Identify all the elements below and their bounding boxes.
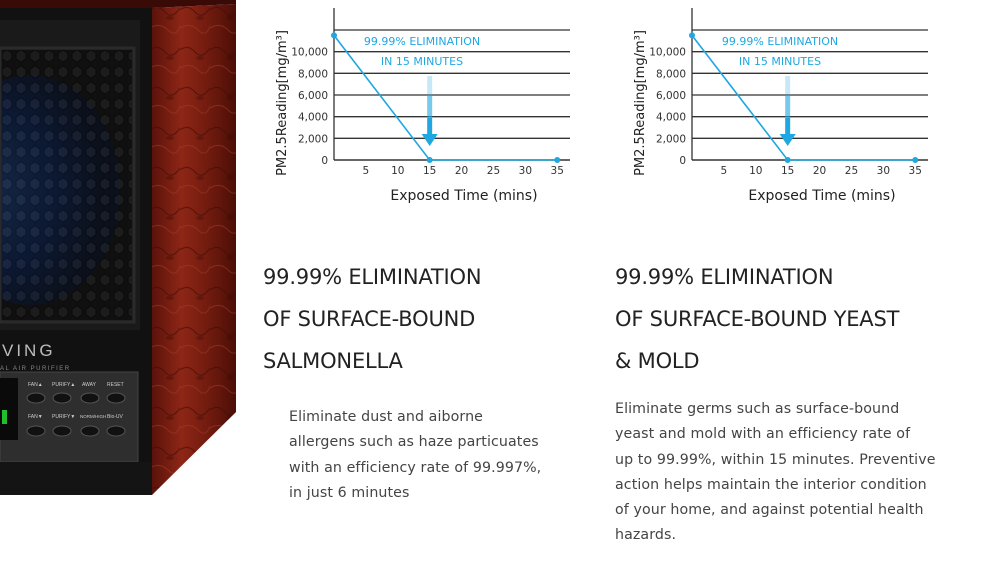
panel-button (52, 392, 72, 404)
annotation-arrow (421, 76, 438, 146)
panel-label-fan-up: FAN▲ (28, 382, 43, 388)
y-tick-label: 2,000 (298, 133, 328, 145)
x-tick-label: 20 (455, 165, 468, 177)
panel-label-bio-uv: Bio-UV (107, 414, 124, 420)
desc-line: action helps maintain the interior condi… (615, 476, 927, 493)
feature-heading-yeast-mold: 99.99% ELIMINATION OF SURFACE-BOUND YEAS… (615, 256, 899, 382)
annotation-text-line2: IN 15 MINUTES (739, 55, 821, 68)
heading-line: SALMONELLA (263, 349, 403, 373)
x-tick-label: 5 (721, 165, 728, 177)
x-axis-label: Exposed Time (mins) (390, 188, 537, 204)
annotation-text-line1: 99.99% ELIMINATION (722, 35, 838, 48)
x-tick-label: 15 (423, 165, 436, 177)
desc-line: in just 6 minutes (289, 484, 410, 501)
panel-button (106, 425, 126, 437)
y-tick-label: 4,000 (298, 112, 328, 124)
feature-description-yeast-mold: Eliminate germs such as surface-bound ye… (615, 397, 936, 549)
annotation-text-line2: IN 15 MINUTES (381, 55, 463, 68)
y-tick-label: 8,000 (656, 68, 686, 80)
feature-description-salmonella: Eliminate dust and aiborne allergens suc… (289, 405, 541, 506)
y-tick-label: 4,000 (656, 112, 686, 124)
x-tick-label: 5 (363, 165, 370, 177)
desc-line: up to 99.99%, within 15 minutes. Prevent… (615, 451, 936, 468)
panel-label-fan-down: FAN▼ (28, 414, 43, 420)
y-tick-label: 2,000 (656, 133, 686, 145)
annotation-text-line1: 99.99% ELIMINATION (364, 35, 480, 48)
panel-button (26, 392, 46, 404)
annotation-arrow (779, 76, 796, 146)
pm25-chart-salmonella: 10,000 8,000 6,000 4,000 2,000 0 5 10 15 20 25 30 35… (262, 0, 592, 215)
desc-line: yeast and mold with an efficiency rate o… (615, 426, 911, 443)
air-purifier-image: VING AL AIR PURIFIER FAN▲ PURIFY▲ AWAY R… (0, 0, 240, 500)
desc-line: allergens such as haze particuates (289, 434, 539, 451)
y-axis-label: PM2.5Reading[mg/m³] (633, 30, 648, 176)
data-point (689, 32, 695, 39)
air-purifier-illustration: VING AL AIR PURIFIER FAN▲ PURIFY▲ AWAY R… (0, 0, 236, 495)
x-axis-label: Exposed Time (mins) (748, 188, 895, 204)
y-tick-label: 6,000 (656, 90, 686, 102)
desc-line: with an efficiency rate of 99.997%, (289, 459, 542, 476)
x-tick-label: 25 (487, 165, 500, 177)
heading-line: OF SURFACE-BOUND (263, 307, 476, 331)
y-tick-label: 8,000 (298, 68, 328, 80)
y-tick-label: 0 (321, 155, 328, 167)
x-tick-label: 30 (877, 165, 890, 177)
data-point (784, 157, 791, 163)
feature-heading-salmonella: 99.99% ELIMINATION OF SURFACE-BOUND SALM… (263, 256, 482, 382)
data-point (426, 157, 433, 163)
x-tick-label: 30 (519, 165, 532, 177)
x-tick-label: 20 (813, 165, 826, 177)
heading-line: OF SURFACE-BOUND YEAST (615, 307, 900, 331)
desc-line: Eliminate germs such as surface-bound (615, 401, 900, 417)
data-point (912, 157, 919, 163)
heading-line: & MOLD (615, 349, 700, 373)
x-tick-label: 35 (909, 165, 922, 177)
panel-button (80, 425, 100, 437)
brand-logo-text: VING (2, 341, 56, 360)
heading-line: 99.99% ELIMINATION (615, 265, 834, 289)
desc-line: Eliminate dust and aiborne (289, 409, 483, 425)
x-tick-label: 25 (845, 165, 858, 177)
y-tick-label: 0 (679, 155, 686, 167)
desc-line: of your home, and against potential heal… (615, 502, 924, 519)
panel-label-reset: RESET (107, 382, 124, 388)
panel-label-purify-down: PURIFY▼ (52, 414, 75, 420)
heading-line: 99.99% ELIMINATION (263, 265, 482, 289)
y-tick-label: 10,000 (291, 47, 328, 59)
data-point (554, 157, 561, 163)
panel-label-norm-high: NORM/HIGH (80, 414, 106, 419)
panel-label-away: AWAY (82, 382, 97, 388)
panel-label-purify-up: PURIFY▲ (52, 382, 75, 388)
y-tick-label: 10,000 (649, 47, 686, 59)
data-point (331, 32, 337, 39)
brand-subtitle-text: AL AIR PURIFIER (0, 366, 71, 372)
desc-line: hazards. (615, 527, 677, 544)
x-tick-label: 35 (551, 165, 564, 177)
x-tick-label: 15 (781, 165, 794, 177)
y-axis-label: PM2.5Reading[mg/m³] (275, 30, 290, 176)
x-tick-label: 10 (749, 165, 762, 177)
panel-button (26, 425, 46, 437)
panel-button (106, 392, 126, 404)
x-tick-label: 10 (391, 165, 404, 177)
panel-button (52, 425, 72, 437)
panel-button (80, 392, 100, 404)
y-tick-label: 6,000 (298, 90, 328, 102)
pm25-chart-yeast-mold: 10,000 8,000 6,000 4,000 2,000 0 5 10 15 20 25 30 35… (620, 0, 950, 215)
